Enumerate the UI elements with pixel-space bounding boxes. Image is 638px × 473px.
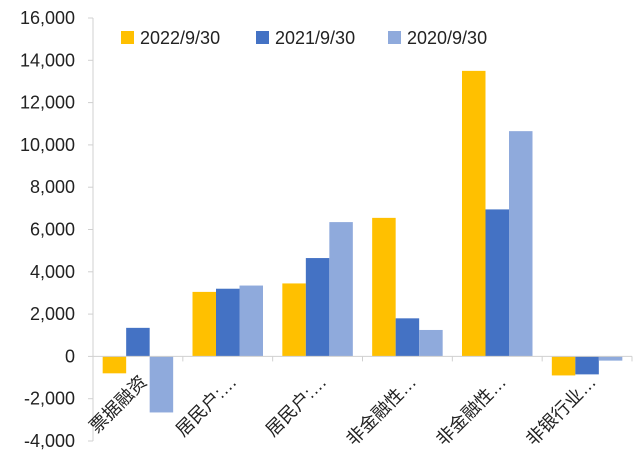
bar-3-3: [329, 222, 353, 357]
x-category-label: 居民户:…: [172, 372, 241, 441]
bar-2-3: [305, 258, 330, 357]
bar-3-4: [419, 329, 443, 357]
legend-label: 2021/9/30: [275, 28, 355, 48]
bar-1-6: [551, 356, 576, 376]
y-tick-label: 0: [65, 346, 75, 366]
legend-swatch: [388, 31, 401, 44]
x-category-label: 非金融性…: [342, 372, 420, 450]
bars: [102, 70, 623, 413]
y-tick-label: 6,000: [30, 220, 75, 240]
bar-1-4: [372, 217, 396, 357]
bar-2-6: [575, 356, 599, 375]
x-category-label: 非金融性…: [432, 372, 510, 450]
bar-3-6: [598, 356, 623, 361]
y-tick-label: 10,000: [20, 135, 75, 155]
y-tick-label: -2,000: [24, 389, 75, 409]
legend-swatch: [256, 31, 269, 44]
legend-swatch: [121, 31, 134, 44]
bar-2-2: [216, 288, 240, 357]
x-category-label: 非银行业…: [522, 372, 600, 450]
y-tick-label: 12,000: [20, 93, 75, 113]
y-tick-label: -4,000: [24, 431, 75, 451]
legend: 2022/9/30 2021/9/30 2020/9/30: [121, 28, 487, 48]
y-tick-label: 2,000: [30, 304, 75, 324]
y-tick-label: 4,000: [30, 262, 75, 282]
bar-1-3: [282, 283, 306, 357]
bar-1-1: [102, 356, 127, 374]
y-tick-label: 8,000: [30, 177, 75, 197]
y-tick-label: 14,000: [20, 50, 75, 70]
bar-3-2: [239, 285, 263, 357]
bar-2-1: [126, 327, 150, 357]
bar-2-5: [485, 209, 509, 357]
y-tick-label: 16,000: [20, 8, 75, 28]
bar-1-5: [462, 70, 486, 357]
bar-3-1: [149, 356, 174, 413]
bar-3-5: [509, 131, 533, 357]
bar-1-2: [192, 291, 216, 357]
legend-label: 2022/9/30: [140, 28, 220, 48]
x-category-label: 居民户:…: [262, 372, 331, 441]
legend-label: 2020/9/30: [407, 28, 487, 48]
y-axis: -4,000 -2,000 0 2,000 4,000 6,000 8,000 10,000 1…: [20, 8, 94, 451]
x-category-label: 票据融资: [86, 372, 151, 437]
bar-2-4: [395, 318, 420, 357]
